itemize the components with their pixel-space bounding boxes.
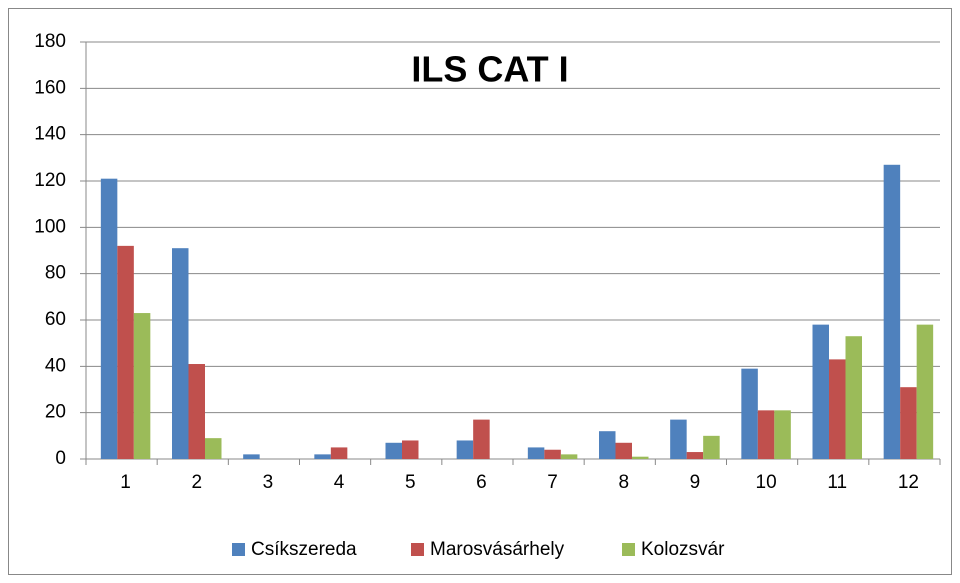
x-tick-label: 8 [618,472,629,493]
y-tick-label: 20 [45,402,66,423]
x-tick-label: 4 [334,472,345,493]
bar [117,245,134,459]
x-tick-label: 7 [547,472,558,493]
bar [829,359,846,459]
bar [205,438,222,459]
legend-label: Marosvásárhely [430,539,565,560]
y-tick-label: 60 [45,309,66,330]
y-tick-label: 100 [34,216,66,237]
bar [703,435,720,459]
bar [133,313,151,459]
bar [314,454,331,459]
bar [615,442,632,459]
bar [686,452,704,459]
bar [544,449,561,459]
bar [632,456,649,459]
x-tick-label: 11 [827,472,847,493]
bar [456,440,474,459]
bar [599,431,616,459]
chart-title: ILS CAT I [411,49,568,90]
bar [774,410,791,459]
bar [385,442,402,459]
x-tick-label: 10 [756,472,777,493]
bar [172,248,189,459]
y-tick-label: 0 [55,448,66,469]
x-tick-label: 5 [405,472,416,493]
bar [670,419,687,459]
x-tick-label: 9 [690,472,701,493]
bar [100,178,118,459]
x-tick-label: 6 [476,472,487,493]
y-tick-label: 180 [34,31,66,52]
bar [243,454,260,459]
bar [402,440,419,459]
bar [845,336,862,459]
x-tick-label: 12 [898,472,919,493]
y-tick-label: 160 [34,77,66,98]
bar [883,164,901,460]
bar [188,364,205,459]
bar [473,419,490,459]
legend-swatch [411,543,424,556]
bar [812,324,829,459]
y-tick-label: 120 [34,170,66,191]
bar [757,410,775,459]
y-tick-label: 80 [45,263,66,284]
y-tick-label: 140 [34,124,66,145]
x-tick-label: 3 [263,472,274,493]
bar [330,447,348,459]
chart-border [8,8,952,575]
legend-label: Csíkszereda [251,539,357,560]
x-tick-label: 1 [120,472,131,493]
x-tick-label: 2 [191,472,202,493]
legend-label: Kolozsvár [641,539,725,560]
bar [916,324,934,459]
bar [741,368,758,459]
y-tick-label: 40 [45,355,66,376]
bar [900,387,917,459]
legend-swatch [232,543,245,556]
bar [560,454,578,459]
legend-swatch [622,543,635,556]
bar [527,447,545,459]
